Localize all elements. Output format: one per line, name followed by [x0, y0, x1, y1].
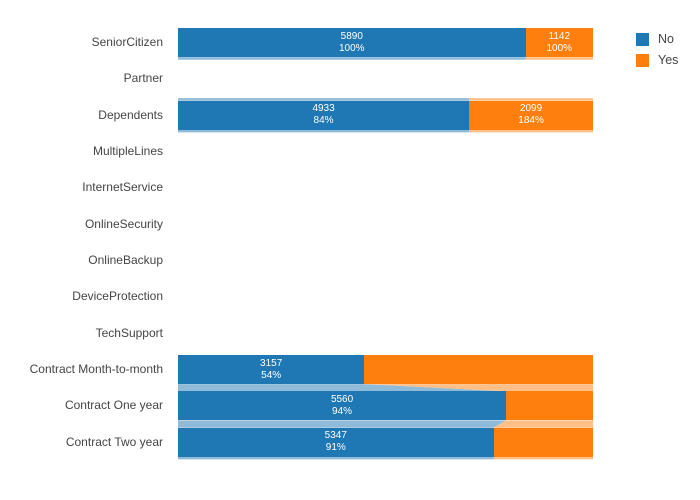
legend-label-no: No — [658, 32, 674, 46]
legend-swatch-no-icon — [636, 32, 649, 46]
funnel-connector-yes — [493, 420, 593, 428]
bar-percent-label: 184% — [518, 115, 544, 127]
bar-segment-yes[interactable]: 1142 100% — [525, 28, 593, 58]
bar-segment-no[interactable]: 5560 94% — [178, 391, 507, 421]
category-label: Contract Month-to-month — [29, 362, 163, 377]
bar-row: 5560 94% — [178, 391, 593, 421]
funnel-connector-yes — [364, 384, 593, 392]
legend-label-yes: Yes — [658, 53, 679, 67]
bar-segment-no[interactable]: 3157 54% — [178, 355, 365, 385]
funnel-stub-no — [178, 129, 470, 133]
funnel-stub-yes — [493, 456, 593, 460]
bar-value-label: 2099 — [519, 103, 543, 115]
bar-value-label: 5560 — [330, 393, 354, 405]
bar-segment-no[interactable]: 4933 84% — [178, 100, 470, 130]
bar-row: 4933 84% 2099 184% — [178, 100, 593, 130]
bar-row: 3157 54% — [178, 355, 593, 385]
bar-value-label: 3157 — [260, 357, 283, 369]
category-axis: SeniorCitizen Partner Dependents MultipleLi… — [0, 0, 163, 480]
bar-value-label: 5347 — [324, 430, 347, 442]
category-label: TechSupport — [95, 325, 163, 340]
bar-segment-no[interactable]: 5890 100% — [178, 28, 526, 58]
category-label: MultipleLines — [92, 144, 163, 159]
legend-swatch-yes-icon — [636, 53, 649, 67]
bar-percent-label: 54% — [261, 369, 282, 381]
bar-percent-label: 84% — [313, 115, 334, 127]
bar-segment-yes[interactable] — [364, 355, 593, 385]
funnel-stub-yes — [525, 57, 593, 60]
bar-percent-label: 100% — [546, 42, 573, 54]
category-label: SeniorCitizen — [91, 35, 163, 50]
category-label: Contract One year — [64, 398, 163, 413]
legend-item-no[interactable]: No — [636, 32, 678, 46]
funnel-connector-no — [178, 384, 507, 392]
category-label: Contract Two year — [65, 434, 163, 449]
bar-percent-label: 91% — [325, 442, 346, 454]
category-label: InternetService — [82, 180, 163, 195]
funnel-stub-no — [178, 57, 526, 60]
bar-row: 5890 100% 1142 100% — [178, 28, 593, 58]
legend: No Yes — [636, 32, 678, 67]
bar-segment-yes[interactable]: 2099 184% — [469, 100, 593, 130]
bar-percent-label: 100% — [339, 42, 365, 54]
bar-segment-no[interactable]: 5347 91% — [178, 427, 494, 457]
bar-value-label: 5890 — [340, 30, 363, 42]
funnel-connector-no — [178, 420, 507, 428]
category-label: DeviceProtection — [72, 289, 163, 304]
bar-value-label: 4933 — [312, 103, 335, 115]
funnel-stub-yes — [469, 129, 593, 133]
funnel-stub-no — [178, 456, 494, 460]
bar-row: 5347 91% — [178, 427, 593, 457]
category-label: Partner — [123, 71, 163, 86]
bar-segment-yes[interactable] — [506, 391, 593, 421]
plot-area: 5890 100% 1142 100% 4933 84% 2099 184% 3157 54% 55… — [178, 0, 593, 480]
legend-item-yes[interactable]: Yes — [636, 53, 678, 67]
category-label: OnlineSecurity — [84, 216, 163, 231]
bar-segment-yes[interactable] — [493, 427, 593, 457]
bar-value-label: 1142 — [548, 30, 571, 42]
category-label: OnlineBackup — [88, 253, 163, 268]
bar-percent-label: 94% — [332, 405, 353, 417]
category-label: Dependents — [98, 107, 163, 122]
